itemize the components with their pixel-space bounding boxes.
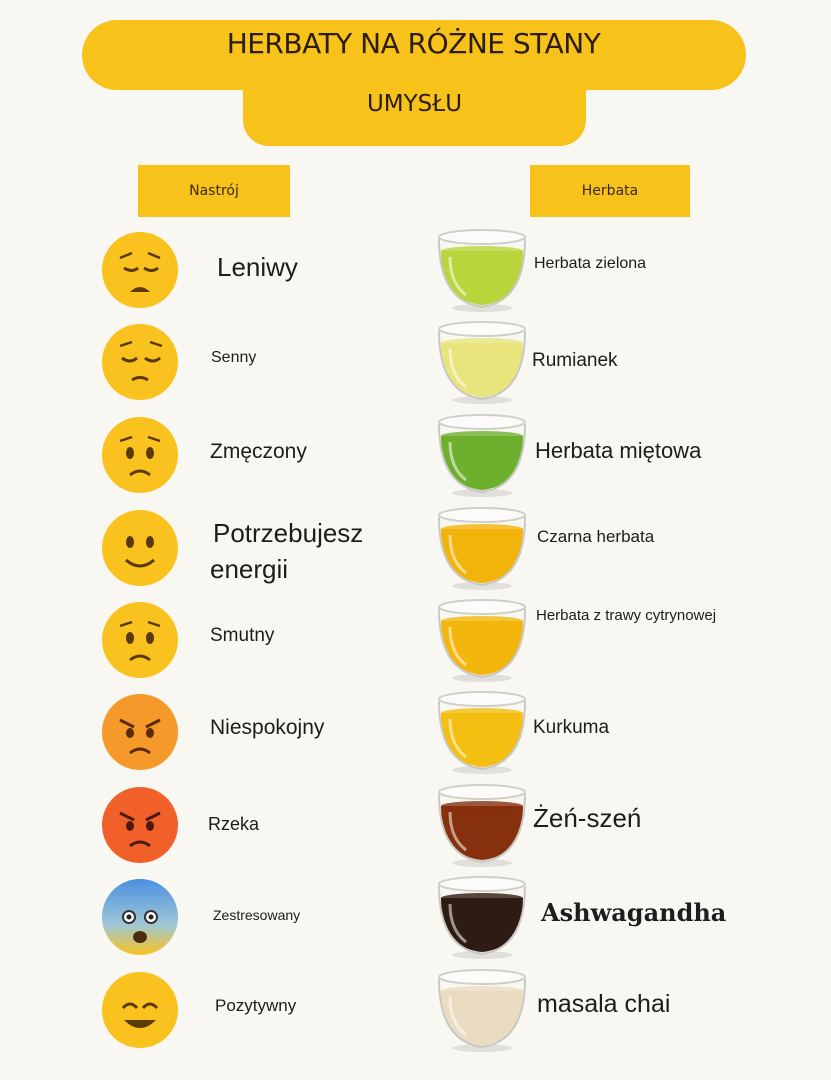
mood-label: Leniwy xyxy=(217,252,298,282)
tea-label: Kurkuma xyxy=(533,717,610,738)
tea-label: Herbata z trawy cytrynowej xyxy=(536,607,717,624)
smiling-face-emoji-icon xyxy=(100,970,180,1050)
mood-label-line-1: Potrzebujesz xyxy=(213,518,364,548)
angry-face-emoji-icon xyxy=(100,692,180,772)
tea-label: Żeń-szeń xyxy=(533,803,642,833)
tea-cup-icon xyxy=(436,597,528,683)
title-banner-tab xyxy=(243,60,586,146)
mood-label: Zmęczony xyxy=(210,440,307,463)
sad-face-emoji-icon xyxy=(100,600,180,680)
tea-cup-icon xyxy=(436,782,528,868)
tea-label: masala chai xyxy=(537,990,671,1018)
mood-label: Niespokojny xyxy=(210,716,325,739)
mood-label: Smutny xyxy=(210,625,275,646)
tea-cup-icon xyxy=(436,319,528,405)
title-line-1: HERBATY NA RÓŻNE STANY xyxy=(226,27,601,60)
tea-cup-icon xyxy=(436,505,528,591)
mood-label: Zestresowany xyxy=(213,907,301,923)
tea-label: Herbata miętowa xyxy=(535,438,702,463)
tea-label: Czarna herbata xyxy=(537,527,655,546)
tea-cup-icon xyxy=(436,227,528,313)
mood-label-line-2: energii xyxy=(210,554,289,584)
pouting-face-emoji-icon xyxy=(100,785,180,865)
tea-label: Herbata zielona xyxy=(534,255,647,272)
mood-label: Pozytywny xyxy=(215,996,297,1015)
tired-face-emoji-icon xyxy=(100,230,180,310)
sleepy-relieved-face-emoji-icon xyxy=(100,322,180,402)
tea-cup-icon xyxy=(436,967,528,1053)
tea-cup-icon xyxy=(436,689,528,775)
anxious-face-emoji-icon xyxy=(100,877,180,957)
tea-column-header: Herbata xyxy=(530,165,690,217)
worried-face-emoji-icon xyxy=(100,415,180,495)
mood-label: Rzeka xyxy=(208,814,260,834)
tea-cup-icon xyxy=(436,412,528,498)
mood-label: Senny xyxy=(211,349,257,366)
mood-column-header: Nastrój xyxy=(138,165,290,217)
slightly-smiling-face-emoji-icon xyxy=(100,508,180,588)
mood-label: Potrzebujesz energii xyxy=(210,515,364,587)
tea-label: Rumianek xyxy=(532,350,618,371)
title-line-2: UMYSŁU xyxy=(366,91,463,117)
tea-label: Ashwagandha xyxy=(541,898,727,927)
tea-cup-icon xyxy=(436,874,528,960)
